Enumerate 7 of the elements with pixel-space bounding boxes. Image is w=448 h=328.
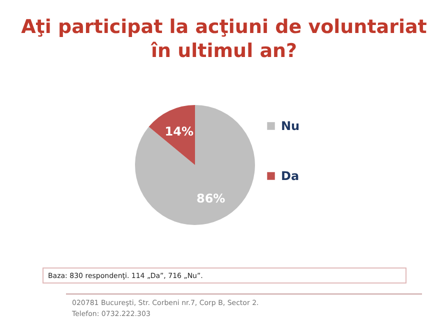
legend-label: Da <box>281 169 300 183</box>
legend-label: Nu <box>281 119 300 133</box>
pie-slice <box>148 105 195 165</box>
data-label: 86% <box>196 192 226 206</box>
pie-slice <box>135 105 255 225</box>
chart-title: Aţi participat la acţiuni de voluntariat în ultimul an? <box>21 16 427 62</box>
data-label: 14% <box>164 124 194 138</box>
